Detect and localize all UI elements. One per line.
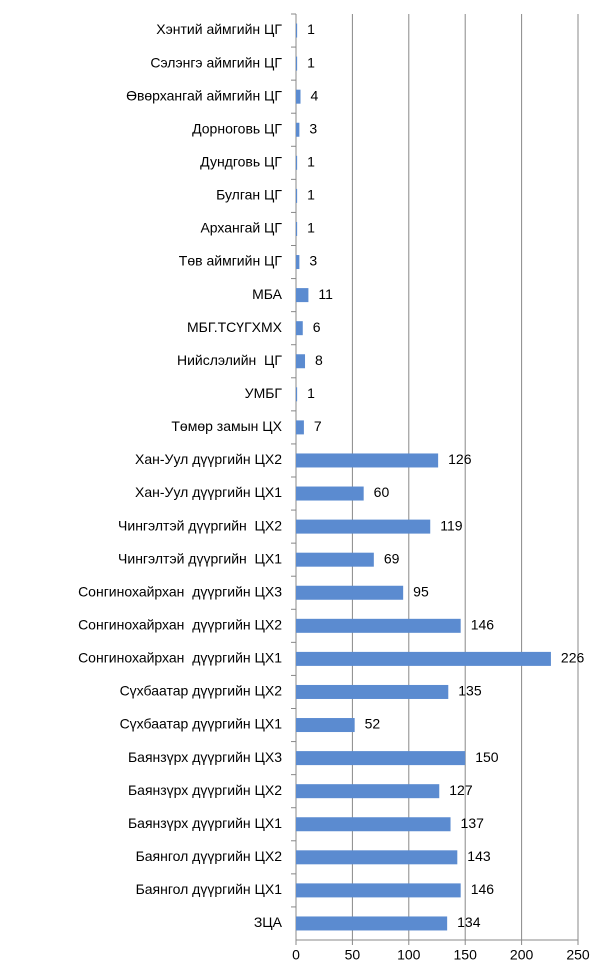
bar: [296, 122, 300, 137]
value-label: 1: [307, 54, 315, 70]
y-tick-label: МБГ.ТСҮГХМХ: [187, 319, 283, 335]
value-label: 146: [471, 617, 495, 633]
bar: [296, 188, 298, 203]
y-tick-label: МБА: [252, 286, 283, 302]
value-label: 6: [313, 319, 321, 335]
y-tick-label: Баянзүрх дүүргийн ЦХ3: [128, 749, 282, 765]
value-label: 11: [318, 286, 333, 302]
bar: [296, 684, 449, 699]
y-tick-label: Хан-Уул дүүргийн ЦХ1: [135, 484, 282, 500]
y-tick-label: Булган ЦГ: [216, 187, 282, 203]
x-tick-label: 50: [345, 947, 361, 963]
value-label: 135: [458, 683, 482, 699]
x-tick-label: 250: [566, 947, 590, 963]
y-tick-label: Баянзүрх дүүргийн ЦХ1: [128, 815, 282, 831]
bar: [296, 585, 404, 600]
bar: [296, 552, 374, 567]
bar: [296, 387, 298, 402]
bar: [296, 420, 304, 435]
y-tick-label: Хан-Уул дүүргийн ЦХ2: [135, 451, 282, 467]
value-label: 226: [561, 650, 585, 666]
bar: [296, 751, 466, 766]
bar: [296, 321, 303, 336]
value-label: 3: [309, 120, 317, 136]
y-tick-label: Архангай ЦГ: [200, 220, 282, 236]
x-tick-label: 200: [510, 947, 534, 963]
value-label: 119: [440, 517, 463, 533]
bar: [296, 288, 309, 303]
y-tick-label: Сүхбаатар дүүргийн ЦХ1: [120, 716, 283, 732]
y-tick-label: Төмөр замын ЦХ: [171, 418, 282, 434]
value-label: 1: [307, 220, 315, 236]
value-label: 143: [467, 848, 491, 864]
x-tick-label: 0: [292, 947, 300, 963]
x-tick-label: 100: [397, 947, 421, 963]
value-label: 52: [365, 716, 381, 732]
value-label: 150: [475, 749, 499, 765]
bar: [296, 453, 439, 468]
y-tick-label: Сүхбаатар дүүргийн ЦХ2: [120, 683, 283, 699]
bar: [296, 883, 461, 898]
value-label: 1: [307, 21, 315, 37]
bar: [296, 618, 461, 633]
y-tick-label: Сэлэнгэ аймгийн ЦГ: [150, 54, 282, 70]
value-label: 1: [307, 385, 315, 401]
value-label: 127: [449, 782, 473, 798]
bar: [296, 784, 440, 799]
value-label: 8: [315, 352, 323, 368]
y-tick-label: Сонгинохайрхан дүүргийн ЦХ1: [78, 650, 282, 666]
bar: [296, 155, 298, 170]
value-label: 3: [309, 253, 317, 269]
bar: [296, 850, 458, 865]
value-label: 95: [413, 583, 429, 599]
value-label: 1: [307, 187, 315, 203]
y-tick-label: Баянгол дүүргийн ЦХ1: [136, 881, 283, 897]
bar: [296, 354, 306, 369]
bar: [296, 718, 355, 733]
y-tick-label: Чингэлтэй дүүргийн ЦХ1: [118, 550, 282, 566]
y-tick-label: Чингэлтэй дүүргийн ЦХ2: [118, 517, 282, 533]
bar: [296, 221, 298, 236]
value-label: 69: [384, 550, 400, 566]
y-tick-label: Дорноговь ЦГ: [192, 120, 282, 136]
bar: [296, 651, 551, 666]
value-label: 7: [314, 418, 322, 434]
y-tick-label: Өвөрхангай аймгийн ЦГ: [126, 87, 282, 103]
value-label: 1: [307, 154, 315, 170]
value-label: 126: [448, 451, 472, 467]
y-tick-label: Баянзүрх дүүргийн ЦХ2: [128, 782, 282, 798]
bar: [296, 255, 300, 270]
y-tick-label: Төв аймгийн ЦГ: [179, 253, 283, 269]
bar: [296, 486, 364, 501]
bar: [296, 916, 448, 931]
y-tick-label: Баянгол дүүргийн ЦХ2: [136, 848, 283, 864]
bar: [296, 23, 298, 38]
y-tick-label: Нийслэлийн ЦГ: [177, 352, 282, 368]
bar: [296, 89, 301, 104]
bar: [296, 56, 298, 71]
bar: [296, 519, 431, 534]
value-label: 4: [311, 87, 319, 103]
y-tick-label: ЗЦА: [254, 914, 283, 930]
y-tick-label: Сонгинохайрхан дүүргийн ЦХ3: [78, 583, 282, 599]
bar: [296, 817, 451, 832]
value-label: 134: [457, 914, 481, 930]
value-label: 60: [374, 484, 390, 500]
x-tick-label: 150: [454, 947, 478, 963]
value-label: 146: [471, 881, 495, 897]
y-tick-label: Хэнтий аймгийн ЦГ: [156, 21, 282, 37]
y-tick-label: Дундговь ЦГ: [200, 154, 282, 170]
y-tick-label: УМБГ: [245, 385, 283, 401]
y-tick-label: Сонгинохайрхан дүүргийн ЦХ2: [78, 617, 282, 633]
value-label: 137: [461, 815, 485, 831]
